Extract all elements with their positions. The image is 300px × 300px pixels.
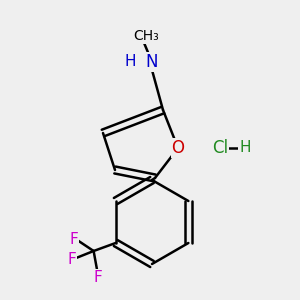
Text: F: F (93, 269, 102, 284)
Text: H: H (124, 55, 136, 70)
Text: F: F (67, 251, 76, 266)
Text: CH₃: CH₃ (133, 29, 159, 43)
Text: O: O (172, 139, 184, 157)
Text: F: F (69, 232, 78, 247)
Text: H: H (239, 140, 251, 155)
Text: Cl: Cl (212, 139, 228, 157)
Text: N: N (146, 53, 158, 71)
